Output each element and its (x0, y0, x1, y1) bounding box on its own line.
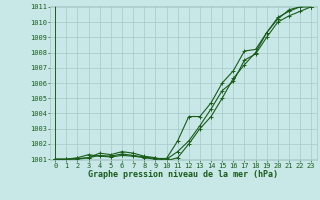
X-axis label: Graphe pression niveau de la mer (hPa): Graphe pression niveau de la mer (hPa) (88, 170, 278, 179)
